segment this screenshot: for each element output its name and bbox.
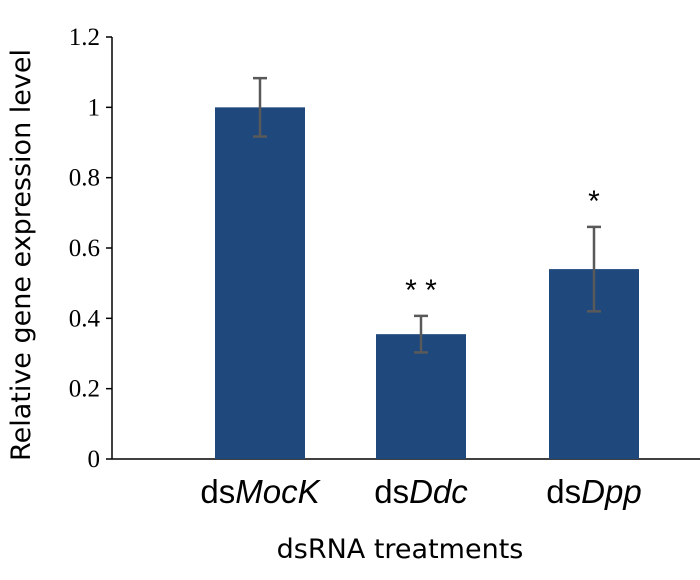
category-gene-name: Dpp [581,473,642,510]
y-axis-title: Relative gene expression level [6,49,37,461]
bars [215,107,639,459]
category-label: dsMocK [200,473,321,510]
category-label: dsDpp [546,473,641,510]
bar [215,107,305,459]
significance-mark: * [588,185,600,218]
category-prefix: ds [200,473,235,510]
category-labels: dsMocK dsDdc dsDpp [200,473,641,510]
y-tick-label: 0 [88,446,101,473]
category-label: dsDdc [374,473,468,510]
y-ticks: 0 0.2 0.4 0.6 0.8 1 1.2 [69,24,112,473]
y-tick-label: 0.8 [69,165,100,192]
category-gene-name: MocK [235,473,321,510]
significance-marks: * * * [405,185,600,307]
category-gene-name: Ddc [409,473,468,510]
bar [376,334,466,459]
y-tick-label: 1 [88,94,101,121]
error-bars [253,76,601,354]
y-tick-label: 0.6 [69,235,100,262]
category-prefix: ds [546,473,581,510]
y-tick-label: 1.2 [69,24,100,51]
y-tick-label: 0.2 [69,376,100,403]
y-tick-label: 0.4 [69,305,101,332]
x-axis-title: dsRNA treatments [277,534,524,565]
category-prefix: ds [374,473,409,510]
significance-mark: * * [405,274,437,307]
